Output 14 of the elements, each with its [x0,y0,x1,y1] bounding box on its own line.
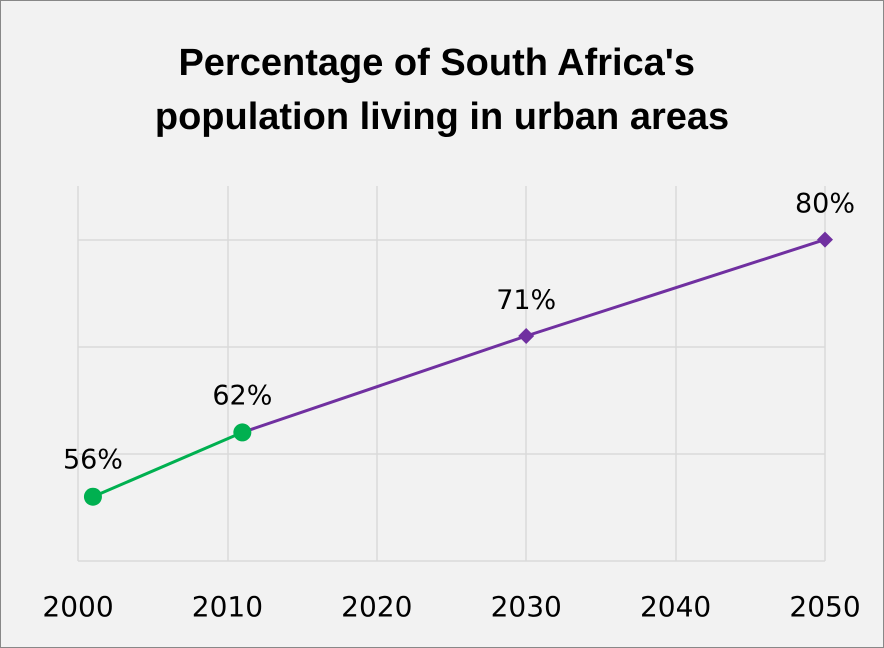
data-label: 80% [794,188,856,220]
x-tick-label: 2000 [42,590,114,624]
point [84,488,102,506]
point [817,232,833,248]
data-label: 71% [496,285,556,316]
x-tick-label: 2050 [789,590,861,624]
data-label: 62% [212,380,272,412]
x-tick-label: 2020 [341,590,412,624]
x-tick-label: 2030 [490,590,562,624]
x-tick-label: 2010 [192,590,264,624]
x-tick-label: 2040 [640,590,712,624]
point [518,328,534,344]
chart-title: Percentage of South Africa's population living in urban areas [154,42,730,138]
data-label: 56% [62,444,123,476]
